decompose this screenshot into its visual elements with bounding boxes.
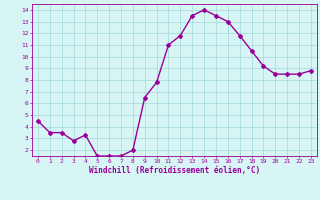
X-axis label: Windchill (Refroidissement éolien,°C): Windchill (Refroidissement éolien,°C) (89, 166, 260, 175)
